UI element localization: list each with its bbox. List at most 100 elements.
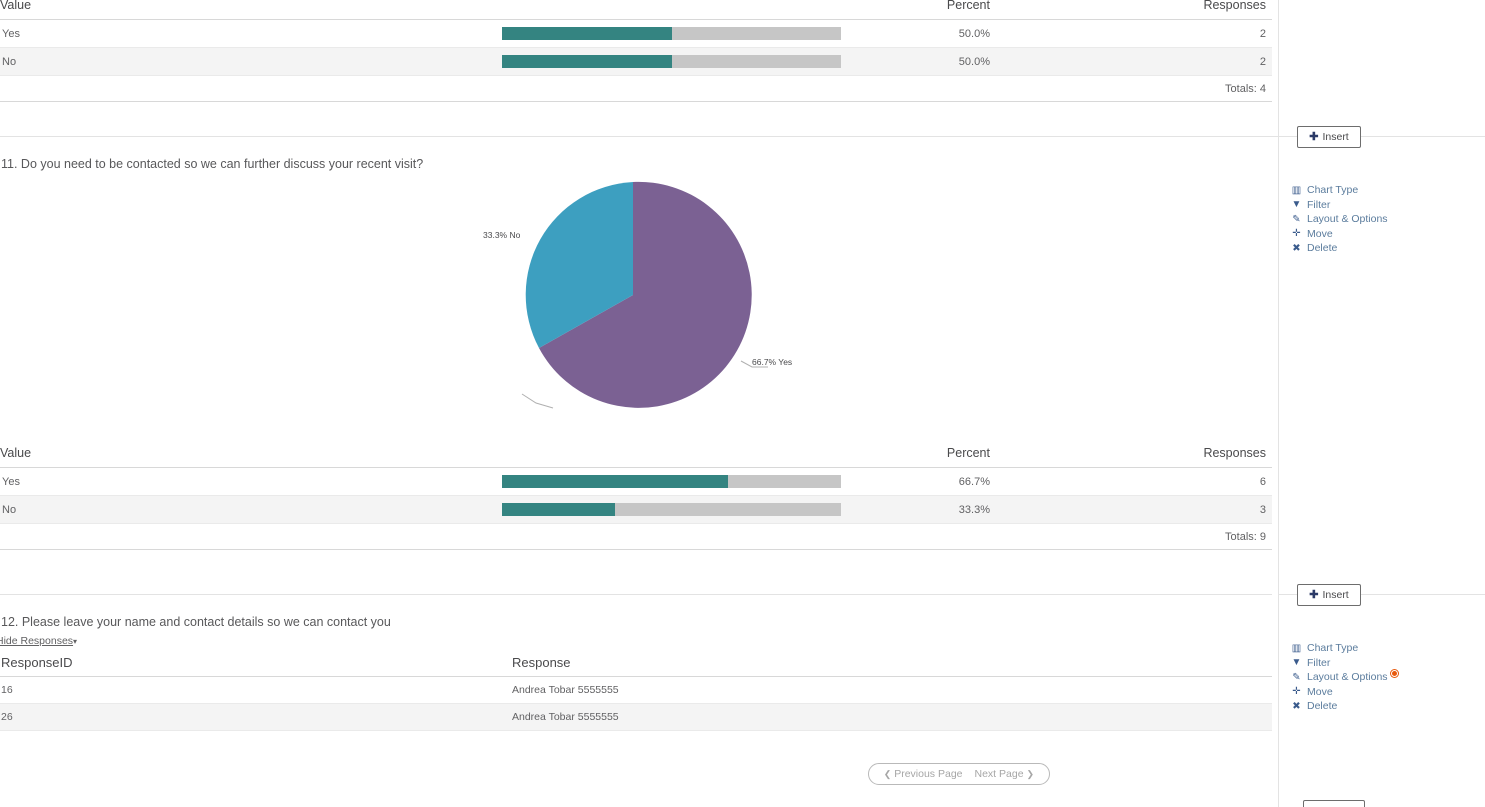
next-page-button[interactable]: Next Page ❯ bbox=[969, 768, 1041, 780]
cell-bar bbox=[502, 467, 850, 496]
table-row: No 33.3% 3 bbox=[0, 495, 1272, 524]
totals-spacer bbox=[502, 523, 850, 550]
bar-fill bbox=[502, 55, 672, 68]
funnel-icon: ▼ bbox=[1291, 657, 1302, 669]
cell-response-text: Andrea Tobar 5555555 bbox=[511, 676, 1272, 704]
question11-pie-chart: 33.3% No 66.7% Yes bbox=[0, 178, 1272, 426]
close-x-icon: ✖ bbox=[1292, 242, 1301, 254]
insert-button-3-clipped[interactable] bbox=[1303, 800, 1365, 807]
tool-label: Layout & Options bbox=[1307, 671, 1388, 684]
column-header-bar bbox=[502, 440, 850, 468]
table-totals-row: Totals: 4 bbox=[0, 75, 1272, 102]
notification-badge bbox=[1390, 669, 1398, 677]
tool-delete-2[interactable]: ✖ Delete bbox=[1290, 699, 1398, 714]
tool-delete-1[interactable]: ✖ Delete bbox=[1290, 241, 1388, 256]
tool-filter-2[interactable]: ▼ Filter bbox=[1290, 656, 1398, 671]
cell-value: No bbox=[0, 495, 502, 524]
table-row: 26 Andrea Tobar 5555555 bbox=[0, 703, 1272, 731]
chart-bar-icon: ▥ bbox=[1291, 184, 1302, 196]
table-header-row: Value Percent Responses bbox=[0, 440, 1272, 468]
column-header-value: Value bbox=[0, 0, 502, 20]
bar-track bbox=[502, 503, 841, 516]
previous-page-label: Previous Page bbox=[894, 768, 963, 780]
insert-button-2[interactable]: ✚ Insert bbox=[1297, 584, 1361, 606]
table-body: 16 Andrea Tobar 5555555 26 Andrea Tobar … bbox=[0, 676, 1272, 731]
pencil-icon: ✎ bbox=[1292, 671, 1301, 683]
pagination-control[interactable]: ❮ Previous Page Next Page ❯ bbox=[867, 763, 1050, 785]
hide-responses-label: Hide Responses bbox=[0, 635, 74, 647]
totals-spacer bbox=[502, 75, 850, 102]
cell-responses: 6 bbox=[990, 467, 1272, 496]
cell-responses: 3 bbox=[990, 495, 1272, 524]
move-arrows-icon: ✛ bbox=[1292, 228, 1301, 240]
totals-spacer bbox=[0, 75, 502, 102]
tool-label: Delete bbox=[1307, 242, 1338, 255]
table-row: No 50.0% 2 bbox=[0, 47, 1272, 76]
cell-percent: 50.0% bbox=[850, 47, 990, 76]
tool-label: Move bbox=[1307, 227, 1333, 240]
results-table-q11: Value Percent Responses Yes bbox=[0, 440, 1272, 550]
tool-filter-1[interactable]: ▼ Filter bbox=[1290, 198, 1388, 213]
insert-button-1[interactable]: ✚ Insert bbox=[1297, 126, 1361, 148]
totals-spacer bbox=[0, 523, 502, 550]
leader-line-yes bbox=[740, 360, 768, 368]
tool-move-2[interactable]: ✛ Move bbox=[1290, 685, 1398, 700]
rail-divider-line bbox=[1279, 594, 1485, 595]
pie-label-yes: 66.7% Yes bbox=[752, 357, 793, 367]
column-header-response: Response bbox=[511, 653, 1272, 677]
tool-layout-options-1[interactable]: ✎ Layout & Options bbox=[1290, 212, 1388, 227]
bar-fill bbox=[502, 503, 615, 516]
section-divider bbox=[0, 594, 1272, 595]
chart-tools-rail: ✚ Insert ▥ Chart Type ▼ Filter ✎ Layout … bbox=[1279, 0, 1485, 807]
insert-label: Insert bbox=[1322, 589, 1349, 601]
chart-bar-icon: ▥ bbox=[1291, 642, 1302, 654]
responses-table-q12: ResponseID Response 16 Andrea Tobar 5555… bbox=[0, 653, 1272, 731]
chevron-down-icon: ▾ bbox=[73, 637, 78, 646]
cell-percent: 50.0% bbox=[850, 19, 990, 48]
leader-line-no bbox=[521, 393, 554, 409]
column-header-responses: Responses bbox=[990, 440, 1272, 468]
cell-responses: 2 bbox=[990, 47, 1272, 76]
table-row: Yes 50.0% 2 bbox=[0, 19, 1272, 48]
column-header-bar bbox=[502, 0, 850, 20]
table-header-row: ResponseID Response bbox=[0, 653, 1272, 677]
question10-results-table: Value Percent Responses Yes bbox=[0, 0, 1272, 102]
chevron-right-icon: ❯ bbox=[1026, 769, 1034, 779]
cell-value: Yes bbox=[0, 467, 502, 496]
table-header-row: Value Percent Responses bbox=[0, 0, 1272, 20]
bar-fill bbox=[502, 27, 672, 40]
tool-chart-type-1[interactable]: ▥ Chart Type bbox=[1290, 183, 1388, 198]
bar-track bbox=[502, 27, 841, 40]
rail-divider bbox=[1278, 0, 1279, 807]
hide-responses-toggle[interactable]: Hide Responses▾ bbox=[0, 635, 77, 647]
tool-label: Filter bbox=[1307, 198, 1331, 211]
tool-label: Delete bbox=[1307, 700, 1338, 713]
pie-slice-no[interactable] bbox=[525, 182, 633, 348]
insert-label: Insert bbox=[1322, 131, 1349, 143]
table-body: Yes 50.0% 2 No bbox=[0, 19, 1272, 102]
table-totals-row: Totals: 9 bbox=[0, 523, 1272, 550]
pie-chart-svg bbox=[521, 181, 768, 409]
tool-layout-options-2[interactable]: ✎ Layout & Options bbox=[1290, 669, 1398, 685]
bar-fill bbox=[502, 475, 729, 488]
tool-label: Layout & Options bbox=[1307, 213, 1388, 226]
tool-move-1[interactable]: ✛ Move bbox=[1290, 227, 1388, 242]
question11-results-table: Value Percent Responses Yes bbox=[0, 440, 1272, 550]
section-divider bbox=[0, 136, 1485, 137]
pie-slice-yes[interactable] bbox=[539, 181, 752, 408]
rail-divider-line bbox=[1279, 136, 1485, 137]
cell-bar bbox=[502, 47, 850, 76]
cell-value: Yes bbox=[0, 19, 502, 48]
totals-label: Totals: 9 bbox=[990, 523, 1272, 550]
chevron-left-icon: ❮ bbox=[883, 769, 892, 779]
cell-value: No bbox=[0, 47, 502, 76]
tool-label: Chart Type bbox=[1307, 642, 1359, 655]
bar-track bbox=[502, 475, 841, 488]
column-header-value: Value bbox=[0, 440, 502, 468]
tool-chart-type-2[interactable]: ▥ Chart Type bbox=[1290, 641, 1398, 656]
cell-percent: 33.3% bbox=[850, 495, 990, 524]
cell-responses: 2 bbox=[990, 19, 1272, 48]
previous-page-button[interactable]: ❮ Previous Page bbox=[878, 768, 969, 780]
totals-spacer bbox=[850, 75, 990, 102]
